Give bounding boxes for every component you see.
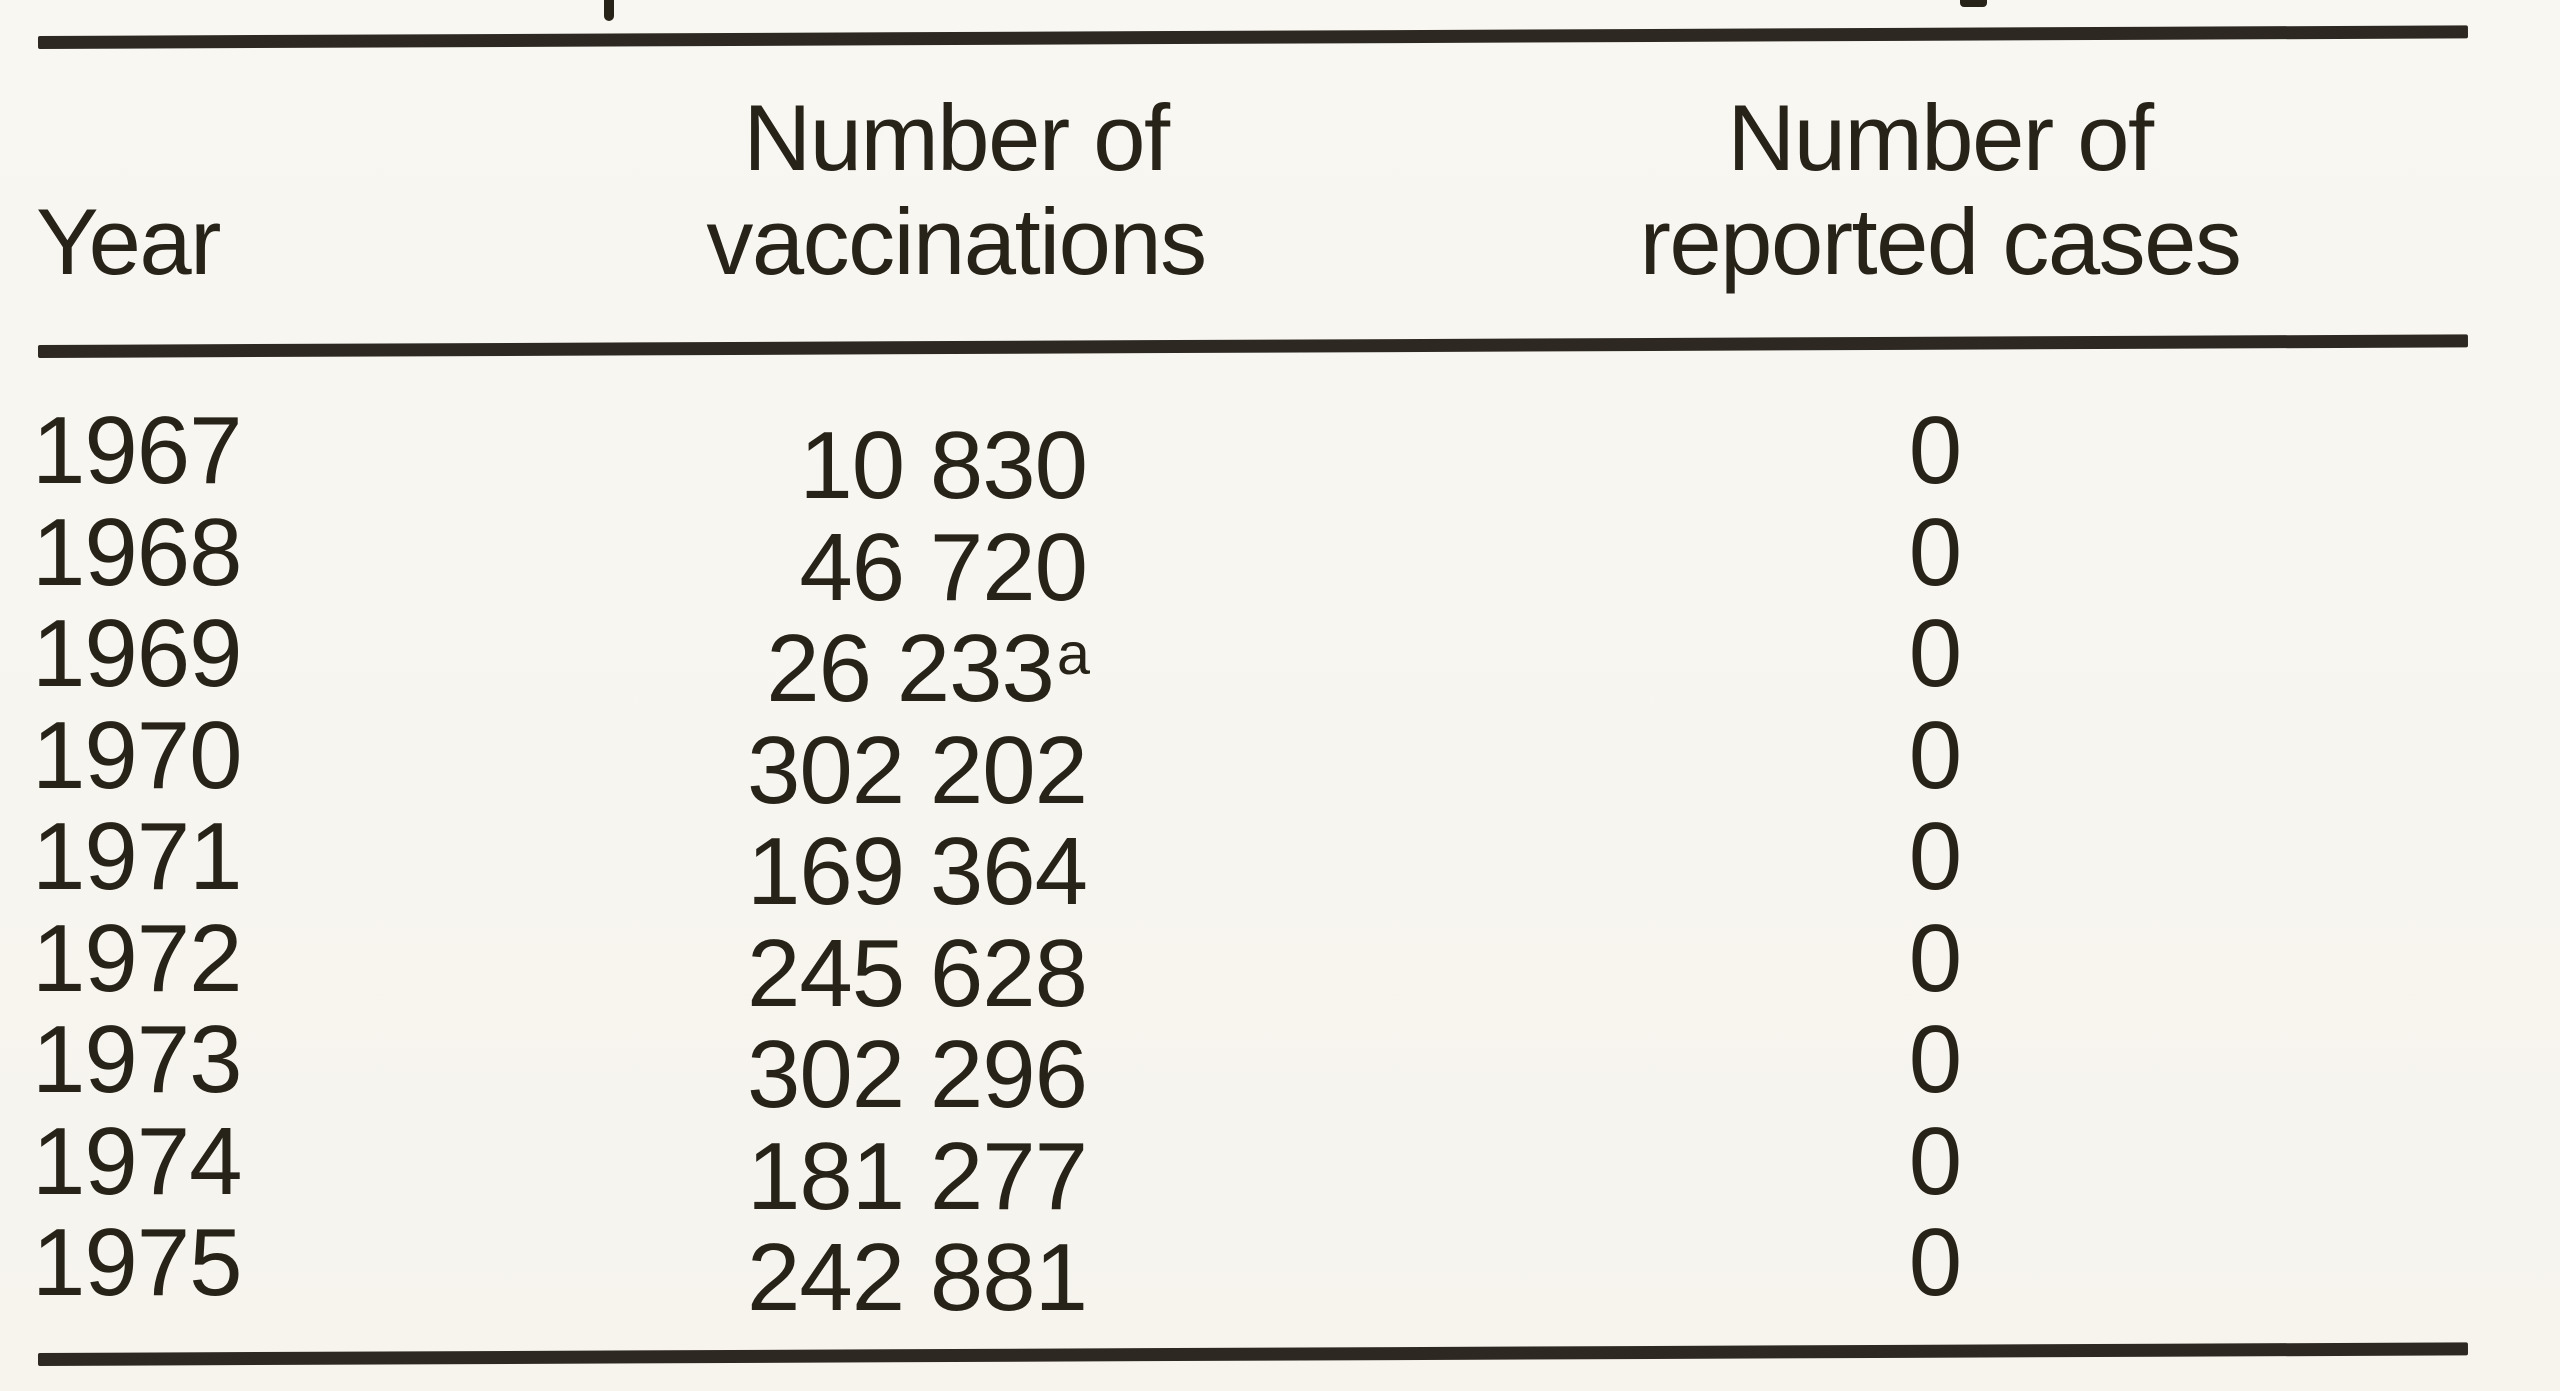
year-cell: 1967 — [32, 397, 243, 504]
vaccinations-cell: 26 233a — [0, 604, 1090, 719]
table-row: 1969 26 233a 0 — [0, 600, 2560, 719]
vaccinations-cell: 181 277 — [0, 1112, 1090, 1227]
vaccinations-cell: 46 720 — [0, 503, 1090, 618]
cropped-caption-fragment — [1960, 0, 1987, 7]
vaccinations-value: 169 364 — [746, 817, 1088, 925]
reported-cases-cell: 0 — [1908, 1209, 1962, 1316]
vaccinations-value: 26 233 — [766, 614, 1055, 722]
reported-cases-cell: 0 — [1908, 498, 1962, 606]
year-cell: 1974 — [32, 1107, 243, 1215]
vaccinations-value: 302 202 — [746, 716, 1088, 824]
column-header-reported-cases-line2: reported cases — [1639, 189, 2242, 294]
table-row: 1970 302 202 0 — [0, 701, 2560, 820]
vaccinations-value: 181 277 — [746, 1122, 1088, 1230]
table-row: 1971 169 364 0 — [0, 803, 2560, 922]
reported-cases-cell: 0 — [1908, 600, 1962, 707]
vaccinations-cell: 242 881 — [0, 1213, 1090, 1328]
column-header-reported-cases-line1: Number of — [1727, 85, 2154, 190]
vaccinations-cell: 169 364 — [0, 807, 1090, 922]
reported-cases-cell: 0 — [1908, 397, 1962, 504]
year-cell: 1968 — [32, 498, 243, 606]
vaccinations-cell: 10 830 — [0, 401, 1090, 516]
table-row: 1974 181 277 0 — [0, 1107, 2560, 1226]
year-cell: 1971 — [32, 803, 243, 910]
table-row: 1975 242 881 0 — [0, 1209, 2560, 1328]
column-header-vaccinations-line2: vaccinations — [706, 189, 1207, 294]
table-row: 1973 302 296 0 — [0, 1006, 2560, 1125]
year-cell: 1969 — [32, 600, 243, 707]
vaccinations-value: 245 628 — [746, 919, 1088, 1027]
vaccinations-value: 10 830 — [799, 411, 1088, 519]
year-cell: 1972 — [32, 904, 243, 1012]
reported-cases-cell: 0 — [1908, 701, 1962, 809]
table-bottom-rule — [37, 1342, 2469, 1366]
year-cell: 1970 — [32, 701, 243, 809]
vaccinations-cell: 302 296 — [0, 1010, 1090, 1125]
year-cell: 1975 — [32, 1209, 243, 1316]
cropped-caption-fragment — [604, 0, 614, 21]
vaccinations-cell: 245 628 — [0, 909, 1090, 1024]
reported-cases-cell: 0 — [1908, 904, 1962, 1012]
year-cell: 1973 — [32, 1006, 243, 1113]
reported-cases-cell: 0 — [1908, 1107, 1962, 1215]
column-header-year: Year — [36, 189, 221, 294]
table-header-rule — [37, 334, 2469, 358]
vaccinations-cell: 302 202 — [0, 706, 1090, 821]
table-row: 1972 245 628 0 — [0, 904, 2560, 1023]
footnote-marker: a — [1056, 620, 1090, 687]
vaccinations-value: 302 296 — [746, 1020, 1088, 1128]
column-header-vaccinations-line1: Number of — [743, 85, 1170, 190]
table-top-rule — [37, 25, 2469, 49]
table-row: 1968 46 720 0 — [0, 498, 2560, 617]
reported-cases-cell: 0 — [1908, 1006, 1962, 1113]
vaccinations-value: 46 720 — [799, 513, 1088, 621]
vaccinations-value: 242 881 — [746, 1223, 1088, 1331]
reported-cases-cell: 0 — [1908, 803, 1962, 910]
table-row: 1967 10 830 0 — [0, 397, 2560, 516]
